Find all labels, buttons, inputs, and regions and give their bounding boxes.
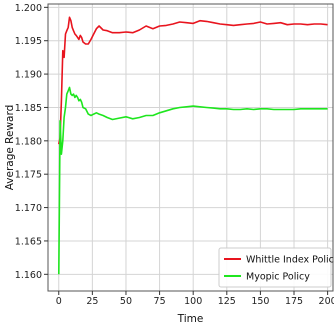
legend-label-myopic: Myopic Policy — [246, 272, 310, 283]
y-tick-label: 1.190 — [15, 70, 42, 81]
x-tick-label: 150 — [251, 296, 269, 307]
y-tick-label: 1.175 — [15, 170, 42, 181]
y-tick-label: 1.180 — [15, 136, 42, 147]
series-line-myopic — [58, 86, 328, 275]
series-line-whittle — [58, 16, 328, 145]
legend-label-whittle: Whittle Index Policy — [246, 255, 334, 266]
y-axis-label: Average Reward — [4, 105, 16, 191]
y-tick-label: 1.195 — [15, 36, 42, 47]
y-tick-label: 1.185 — [15, 103, 42, 114]
y-tick-label: 1.165 — [15, 236, 42, 247]
x-tick-label: 50 — [120, 296, 132, 307]
axis-ticks: 0 25 50 75 100 125 150 175 200 1.160 1.165 1.170 1.1… — [15, 3, 334, 307]
x-tick-label: 75 — [154, 296, 166, 307]
x-tick-label: 200 — [319, 296, 334, 307]
x-tick-label: 175 — [285, 296, 303, 307]
plot-lines — [58, 16, 328, 275]
legend: Whittle Index Policy Myopic Policy — [218, 247, 334, 288]
x-tick-label: 100 — [184, 296, 202, 307]
x-axis-label: Time — [177, 313, 204, 325]
plot-frame — [47, 3, 334, 292]
y-tick-label: 1.170 — [15, 203, 42, 214]
y-tick-label: 1.200 — [15, 3, 42, 14]
y-tick-label: 1.160 — [15, 270, 42, 281]
x-tick-label: 25 — [86, 296, 98, 307]
legend-box — [218, 247, 332, 288]
x-tick-label: 125 — [218, 296, 236, 307]
x-tick-label: 0 — [56, 296, 62, 307]
